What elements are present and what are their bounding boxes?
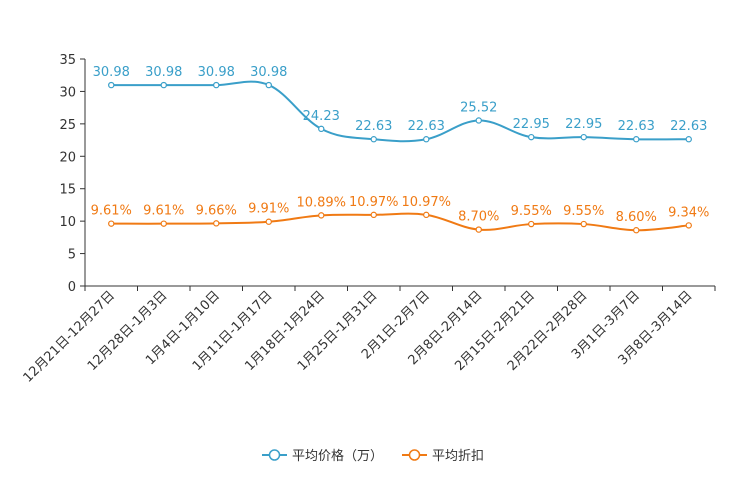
- y-tick-label: 0: [68, 280, 76, 295]
- data-point: [475, 117, 482, 124]
- data-label: 22.63: [618, 119, 655, 134]
- legend[interactable]: 平均价格（万） 平均折扣: [262, 448, 484, 464]
- data-point: [108, 220, 115, 227]
- data-label: 9.55%: [563, 204, 604, 219]
- data-point: [423, 136, 430, 143]
- axes: 0510152025303512月21日-12月27日12月28日-1月3日1月…: [21, 53, 716, 386]
- data-point: [213, 220, 220, 227]
- data-label: 30.98: [93, 65, 130, 80]
- data-point: [318, 212, 325, 219]
- data-point: [528, 133, 535, 141]
- data-label: 30.98: [198, 65, 235, 80]
- data-label: 25.52: [460, 100, 497, 115]
- data-label: 22.95: [565, 117, 602, 132]
- data-label: 22.63: [670, 119, 707, 134]
- legend-item-1[interactable]: 平均折扣: [402, 449, 484, 464]
- data-point: [423, 211, 430, 219]
- data-label: 9.55%: [511, 204, 552, 219]
- data-label: 10.97%: [401, 195, 451, 210]
- data-label: 10.97%: [349, 195, 399, 210]
- data-label: 22.63: [355, 119, 392, 134]
- data-point: [633, 227, 640, 234]
- data-label: 8.60%: [616, 210, 657, 225]
- data-point: [160, 220, 167, 227]
- data-point: [370, 136, 377, 143]
- y-tick-label: 5: [68, 248, 76, 263]
- legend-marker-icon: [408, 449, 421, 461]
- data-point: [160, 81, 167, 89]
- data-point: [318, 125, 325, 133]
- legend-label: 平均价格（万）: [292, 448, 383, 464]
- data-label: 30.98: [250, 65, 287, 80]
- y-tick-label: 10: [59, 215, 76, 230]
- legend-label: 平均折扣: [432, 449, 484, 464]
- data-point: [685, 222, 692, 229]
- data-point: [265, 81, 272, 89]
- y-tick-label: 30: [59, 85, 76, 100]
- data-label: 8.70%: [458, 210, 499, 225]
- x-tick-label: 12月21日-12月27日: [21, 288, 118, 385]
- data-label: 22.63: [408, 119, 445, 134]
- data-label: 10.89%: [296, 195, 346, 210]
- data-labels: 30.98 30.98 30.98 30.98 24.23 22.63 22.63 25.52…: [91, 65, 710, 225]
- data-label: 9.66%: [196, 203, 237, 218]
- data-point: [475, 226, 482, 233]
- series-line-0: [111, 80, 689, 143]
- data-point: [633, 136, 640, 143]
- data-point: [213, 81, 220, 89]
- series-line-1: [111, 212, 689, 232]
- data-label: 24.23: [303, 109, 340, 124]
- data-label: 30.98: [145, 65, 182, 80]
- data-label: 9.34%: [668, 205, 709, 220]
- y-tick-label: 15: [59, 183, 76, 198]
- data-point: [685, 136, 692, 143]
- data-point: [265, 218, 272, 225]
- legend-marker-icon: [268, 449, 281, 461]
- y-tick-label: 25: [59, 118, 76, 133]
- series-layer: [108, 80, 692, 234]
- data-point: [580, 220, 587, 228]
- data-point: [370, 211, 377, 219]
- data-point: [528, 220, 535, 228]
- legend-item-0[interactable]: 平均价格（万）: [262, 448, 383, 464]
- data-label: 9.91%: [248, 202, 289, 217]
- y-tick-label: 35: [59, 53, 76, 68]
- data-label: 9.61%: [91, 204, 132, 219]
- data-point: [580, 133, 587, 141]
- data-label: 22.95: [513, 117, 550, 132]
- data-label: 9.61%: [143, 204, 184, 219]
- data-point: [108, 81, 115, 89]
- y-tick-label: 20: [59, 150, 76, 165]
